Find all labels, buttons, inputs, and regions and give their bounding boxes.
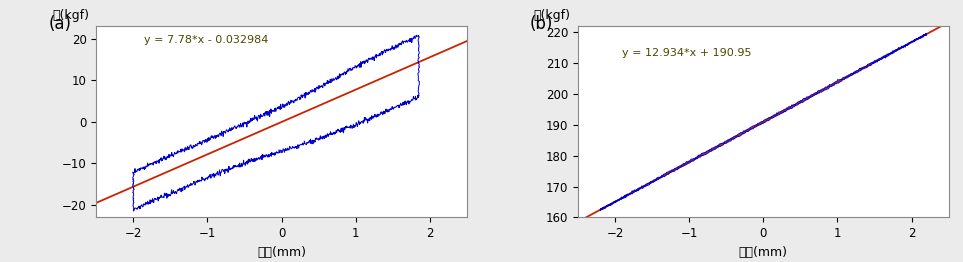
Text: (b): (b) <box>530 15 553 33</box>
Text: (a): (a) <box>48 15 71 33</box>
X-axis label: 변위(mm): 변위(mm) <box>739 246 788 259</box>
Text: y = 7.78*x - 0.032984: y = 7.78*x - 0.032984 <box>144 35 269 45</box>
X-axis label: 변위(mm): 변위(mm) <box>257 246 306 259</box>
Y-axis label: 힘(kgf): 힘(kgf) <box>52 9 89 22</box>
Text: y = 12.934*x + 190.95: y = 12.934*x + 190.95 <box>622 47 752 57</box>
Y-axis label: 힘(kgf): 힘(kgf) <box>534 9 571 22</box>
